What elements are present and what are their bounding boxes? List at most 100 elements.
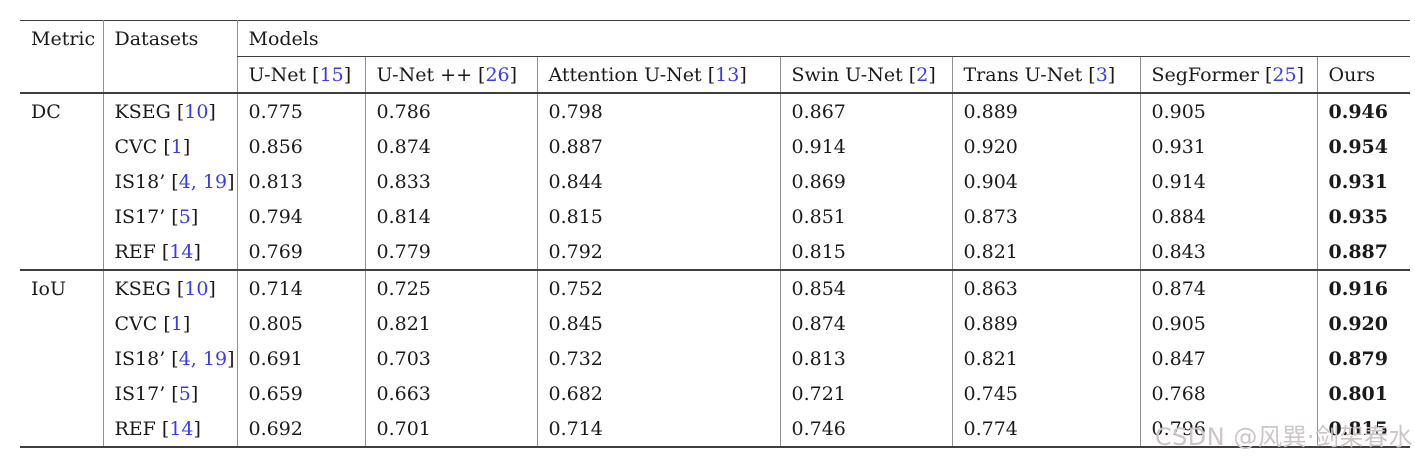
citation-open-bracket: [ — [161, 240, 170, 263]
dataset-cell: IS17’ [5] — [102, 199, 237, 234]
citation-ref[interactable]: 1 — [170, 135, 183, 158]
value-cell: 0.813 — [236, 164, 365, 199]
dataset-cell: IS18’ [4, 19] — [102, 164, 237, 199]
value-cell: 0.659 — [236, 376, 365, 411]
dataset-name: CVC — [114, 312, 158, 335]
model-name: U-Net ++ — [376, 63, 472, 86]
value-cell: 0.905 — [1139, 306, 1317, 341]
ours-value-cell: 0.920 — [1316, 306, 1411, 341]
citation-open-bracket: [ — [171, 205, 179, 228]
table-row: CVC [1] 0.805 0.821 0.845 0.874 0.889 0.905 0.9… — [20, 306, 1411, 341]
ours-value-cell: 0.916 — [1316, 269, 1411, 306]
citation-ref[interactable]: 1 — [170, 312, 183, 335]
model-name: SegFormer — [1151, 63, 1259, 86]
value-cell: 0.703 — [364, 341, 537, 376]
value-cell: 0.815 — [779, 234, 952, 270]
citation-ref[interactable]: 3 — [1095, 63, 1108, 86]
value-cell: 0.775 — [236, 92, 365, 129]
model-name: Swin U-Net — [791, 63, 903, 86]
model-column-header: U-Net ++ [26] — [364, 56, 537, 93]
model-name: Trans U-Net — [963, 63, 1083, 86]
citation-ref[interactable]: 2 — [916, 63, 929, 86]
dataset-name: IS18’ — [114, 170, 166, 193]
ours-value-cell: 0.815 — [1316, 411, 1411, 447]
value-cell: 0.821 — [951, 341, 1140, 376]
citation-ref[interactable]: 4, 19 — [178, 347, 228, 370]
results-table-container: Metric Datasets Models U-Net [15] U-Net +… — [20, 20, 1411, 448]
citation-close-bracket: ] — [343, 63, 352, 86]
header-row-top: Metric Datasets Models — [20, 20, 1411, 93]
dataset-name: KSEG — [114, 100, 171, 123]
dataset-cell: IS18’ [4, 19] — [102, 341, 237, 376]
value-cell: 0.874 — [364, 129, 537, 164]
results-table: Metric Datasets Models U-Net [15] U-Net +… — [20, 20, 1411, 448]
citation-open-bracket: [ — [176, 277, 185, 300]
table-row: IS18’ [4, 19] 0.691 0.703 0.732 0.813 0.821 0.… — [20, 341, 1411, 376]
value-cell: 0.914 — [1139, 164, 1317, 199]
value-cell: 0.779 — [364, 234, 537, 270]
model-column-header: Ours — [1316, 56, 1411, 93]
value-cell: 0.833 — [364, 164, 537, 199]
value-cell: 0.663 — [364, 376, 537, 411]
citation-open-bracket: [ — [171, 170, 179, 193]
value-cell: 0.887 — [536, 129, 780, 164]
ours-value-cell: 0.879 — [1316, 341, 1411, 376]
ours-value-cell: 0.935 — [1316, 199, 1411, 234]
citation-close-bracket: ] — [190, 382, 199, 405]
value-cell: 0.786 — [364, 92, 537, 129]
citation-ref[interactable]: 25 — [1272, 63, 1297, 86]
citation-ref[interactable]: 5 — [178, 205, 191, 228]
table-row: REF [14] 0.692 0.701 0.714 0.746 0.774 0.796 0.… — [20, 411, 1411, 447]
value-cell: 0.714 — [236, 269, 365, 306]
citation-ref[interactable]: 13 — [715, 63, 740, 86]
citation-open-bracket: [ — [1088, 63, 1096, 86]
dataset-cell: CVC [1] — [102, 129, 237, 164]
value-cell: 0.769 — [236, 234, 365, 270]
citation-ref[interactable]: 26 — [485, 63, 510, 86]
citation-ref[interactable]: 10 — [184, 100, 209, 123]
value-cell: 0.725 — [364, 269, 537, 306]
value-cell: 0.856 — [236, 129, 365, 164]
model-name: U-Net — [248, 63, 307, 86]
citation-ref[interactable]: 15 — [319, 63, 344, 86]
value-cell: 0.863 — [951, 269, 1140, 306]
value-cell: 0.884 — [1139, 199, 1317, 234]
table-row: REF [14] 0.769 0.779 0.792 0.815 0.821 0.843 0.… — [20, 234, 1411, 270]
value-cell: 0.813 — [779, 341, 952, 376]
ours-value-cell: 0.887 — [1316, 234, 1411, 270]
dataset-cell: REF [14] — [102, 411, 237, 447]
metric-cell: DC — [20, 92, 103, 270]
model-name: Ours — [1328, 63, 1376, 86]
citation-ref[interactable]: 14 — [169, 417, 194, 440]
value-cell: 0.796 — [1139, 411, 1317, 447]
citation-ref[interactable]: 10 — [184, 277, 209, 300]
citation-ref[interactable]: 4, 19 — [178, 170, 228, 193]
dataset-name: CVC — [114, 135, 158, 158]
dataset-name: REF — [114, 417, 156, 440]
metric-column-header: Metric — [31, 28, 96, 50]
value-cell: 0.874 — [1139, 269, 1317, 306]
citation-close-bracket: ] — [208, 277, 216, 300]
dataset-cell: KSEG [10] — [102, 92, 237, 129]
dataset-name: REF — [114, 240, 156, 263]
models-group-header: Models — [236, 20, 1411, 57]
value-cell: 0.845 — [536, 306, 780, 341]
dataset-name: IS17’ — [114, 205, 166, 228]
value-cell: 0.792 — [536, 234, 780, 270]
citation-close-bracket: ] — [227, 347, 235, 370]
citation-close-bracket: ] — [208, 100, 216, 123]
citation-ref[interactable]: 14 — [169, 240, 194, 263]
citation-close-bracket: ] — [1107, 63, 1116, 86]
value-cell: 0.774 — [951, 411, 1140, 447]
value-cell: 0.889 — [951, 306, 1140, 341]
value-cell: 0.794 — [236, 199, 365, 234]
citation-open-bracket: [ — [707, 63, 716, 86]
value-cell: 0.844 — [536, 164, 780, 199]
table-row: CVC [1] 0.856 0.874 0.887 0.914 0.920 0.931 0.9… — [20, 129, 1411, 164]
citation-ref[interactable]: 5 — [178, 382, 191, 405]
value-cell: 0.798 — [536, 92, 780, 129]
value-cell: 0.721 — [779, 376, 952, 411]
value-cell: 0.873 — [951, 199, 1140, 234]
value-cell: 0.931 — [1139, 129, 1317, 164]
value-cell: 0.752 — [536, 269, 780, 306]
